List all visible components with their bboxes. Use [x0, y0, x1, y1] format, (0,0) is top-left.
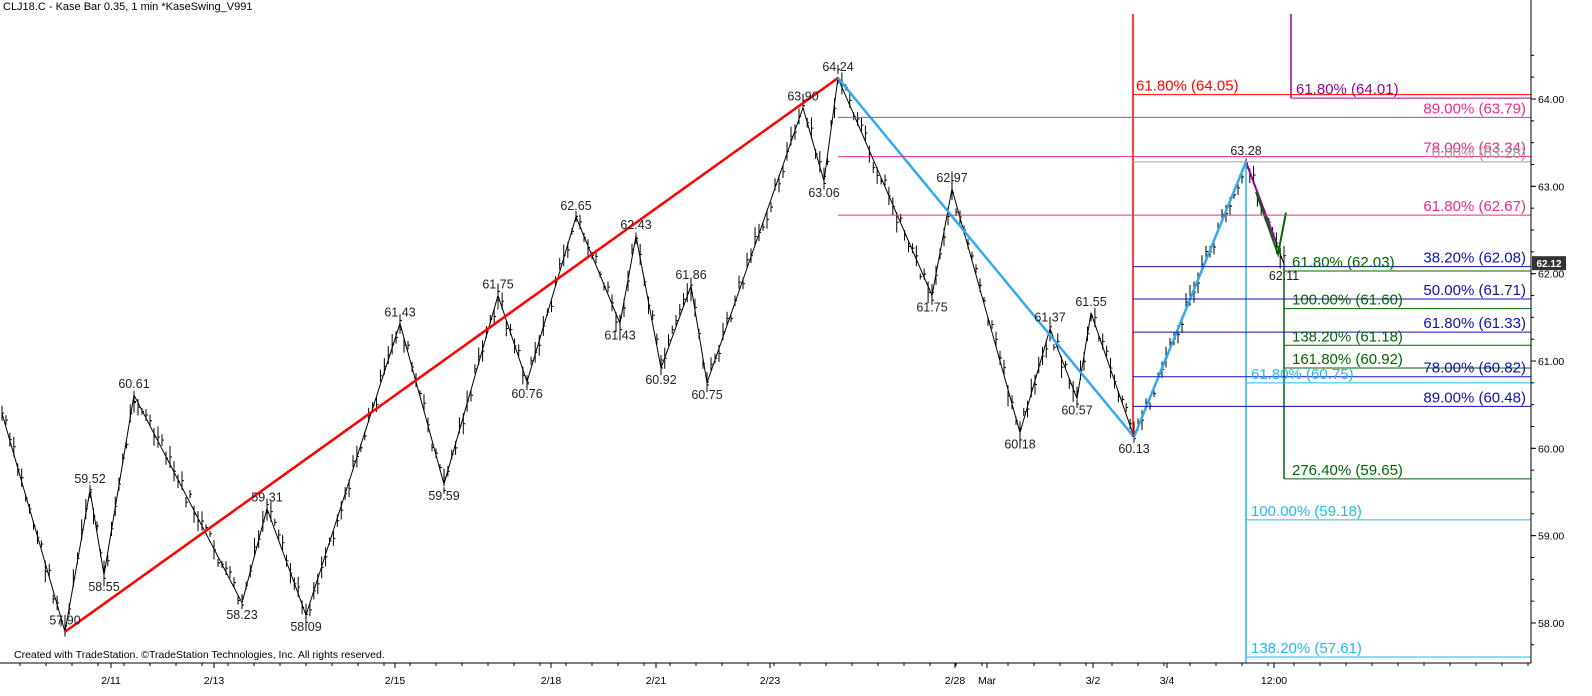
fib-level-label: 38.20% (62.08): [1423, 250, 1526, 267]
fib-level-label: 61.80% (62.67): [1423, 198, 1526, 215]
swing-point-label: 61.75: [916, 300, 947, 314]
swing-point-label: 63.06: [808, 186, 839, 200]
swing-zigzag-line: [1, 76, 1285, 632]
swing-point-label: 57.90: [49, 614, 80, 628]
swing-point-label: 61.75: [482, 277, 513, 291]
swing-point-label: 59.52: [74, 472, 105, 486]
y-tick-label: 64.00: [1538, 94, 1564, 106]
x-tick-label: 2/28: [945, 675, 966, 687]
swing-point-label: 58.09: [290, 620, 321, 634]
x-tick-label: 2/11: [101, 675, 121, 687]
fib-level-label: 61.80% (61.33): [1423, 315, 1526, 332]
price-bars: [1, 64, 1286, 637]
fib-level-label: 138.20% (57.61): [1251, 640, 1362, 657]
y-tick-label: 58.00: [1538, 618, 1564, 630]
swing-point-label: 61.43: [604, 328, 635, 342]
y-tick-label: 60.00: [1538, 443, 1564, 455]
swing-point-label: 61.37: [1034, 311, 1065, 325]
swing-point-label: 58.23: [226, 608, 257, 622]
y-tick-label: 63.00: [1538, 181, 1564, 193]
y-tick-label: 62.00: [1538, 269, 1564, 281]
fib-level-label: 61.80% (64.05): [1136, 78, 1239, 95]
fib-level-label: 89.00% (60.48): [1423, 389, 1526, 406]
swing-point-label: 59.31: [251, 491, 282, 505]
swing-point-label: 61.55: [1075, 295, 1106, 309]
fib-level-label: 276.40% (59.65): [1292, 462, 1403, 479]
swing-point-label: 58.55: [88, 580, 119, 594]
fib-level-label: 100.00% (61.60): [1292, 292, 1403, 309]
fibonacci-levels: 61.80% (64.05) 61.80% (64.01) 89.00% (63.7…: [838, 14, 1531, 663]
red-swing-leg: [64, 77, 839, 633]
swing-lines: [1, 76, 1287, 633]
green-swing-leg: [1255, 191, 1287, 258]
swing-point-label: 63.90: [787, 90, 818, 104]
y-tick-label: 61.00: [1538, 356, 1564, 368]
swing-point-label: 59.59: [428, 489, 459, 503]
last-price-badge: [1532, 256, 1566, 271]
swing-point-label: 60.61: [118, 377, 149, 391]
last-price-label: 62.12: [1536, 259, 1561, 270]
x-tick-label: 12:00: [1261, 675, 1287, 687]
fib-level-label: 0.00% (63.28): [1432, 145, 1526, 162]
tradestation-credit: Created with TradeStation. ©TradeStation…: [14, 649, 385, 661]
x-tick-label: 3/2: [1086, 675, 1101, 687]
swing-point-label: 63.28: [1230, 144, 1261, 158]
fib-level-label: 100.00% (59.18): [1251, 503, 1362, 520]
fib-level-label: 161.80% (60.92): [1292, 351, 1403, 368]
fib-level-label: 61.80% (60.75): [1251, 366, 1354, 383]
fib-level-label: 89.00% (63.79): [1423, 100, 1526, 117]
swing-point-label: 60.18: [1004, 438, 1035, 452]
x-tick-label: 2/15: [385, 675, 406, 687]
swing-point-label: 62.43: [620, 218, 651, 232]
purple-swing-leg: [1245, 161, 1277, 243]
fib-level-label: 61.80% (62.03): [1292, 254, 1395, 271]
swing-point-label: 61.43: [384, 305, 415, 319]
fib-level-label: 78.00% (63.34): [1423, 140, 1526, 157]
blue-swing-leg: [837, 77, 1248, 440]
swing-point-label: 61.86: [675, 268, 706, 282]
swing-labels: 57.90 59.52 58.55 60.61 58.23 59.31 58.09 61.43…: [49, 60, 1299, 634]
swing-point-label: 60.76: [511, 387, 542, 401]
fib-level-label: 78.00% (60.82): [1423, 360, 1526, 377]
x-tick-label: Mar: [978, 675, 997, 687]
axes: 64.00 63.00 62.00 61.00 60.00 59.00 58.00 2/11 2…: [0, 0, 1566, 687]
swing-point-label: 62.11: [1269, 269, 1299, 283]
fib-level-label: 50.00% (61.71): [1423, 282, 1526, 299]
x-tick-label: 2/13: [204, 675, 225, 687]
swing-point-label: 64.24: [822, 60, 853, 74]
x-tick-label: 2/21: [646, 675, 667, 687]
swing-point-label: 62.97: [936, 171, 967, 185]
swing-point-label: 60.57: [1061, 404, 1092, 418]
chart-title: CLJ18.C - Kase Bar 0.35, 1 min *KaseSwin…: [3, 1, 253, 13]
x-tick-label: 2/18: [541, 675, 562, 687]
swing-point-label: 60.92: [645, 373, 676, 387]
x-tick-label: 2/23: [760, 675, 781, 687]
y-tick-label: 59.00: [1538, 531, 1564, 543]
swing-point-label: 60.13: [1118, 442, 1149, 456]
swing-point-label: 62.65: [560, 199, 591, 213]
x-tick-label: 3/4: [1160, 675, 1175, 687]
swing-point-label: 60.75: [691, 388, 722, 402]
fib-level-label: 61.80% (64.01): [1296, 81, 1399, 98]
fib-level-label: 138.20% (61.18): [1292, 328, 1403, 345]
